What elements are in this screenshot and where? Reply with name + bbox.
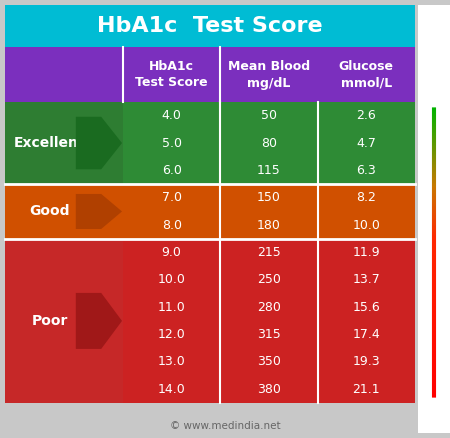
Bar bbox=[318, 293, 415, 321]
Text: 315: 315 bbox=[257, 328, 281, 341]
Text: HbA1c  Test Score: HbA1c Test Score bbox=[97, 16, 323, 36]
Text: 115: 115 bbox=[257, 164, 281, 177]
Bar bbox=[123, 157, 220, 184]
Bar bbox=[318, 321, 415, 348]
Bar bbox=[220, 102, 318, 129]
Text: 4.7: 4.7 bbox=[356, 137, 376, 149]
Text: 10.0: 10.0 bbox=[158, 273, 185, 286]
Text: 6.3: 6.3 bbox=[356, 164, 376, 177]
Text: 280: 280 bbox=[257, 301, 281, 314]
Text: HbA1c
Test Score: HbA1c Test Score bbox=[135, 60, 208, 89]
Bar bbox=[220, 157, 318, 184]
Text: 9.0: 9.0 bbox=[162, 246, 182, 259]
Text: Mean Blood
mg/dL: Mean Blood mg/dL bbox=[228, 60, 310, 89]
Text: 11.9: 11.9 bbox=[352, 246, 380, 259]
Bar bbox=[220, 212, 318, 239]
Text: Excellent: Excellent bbox=[14, 136, 86, 150]
Bar bbox=[418, 5, 450, 433]
Text: 8.2: 8.2 bbox=[356, 191, 376, 204]
Bar bbox=[123, 266, 220, 293]
Text: 2.6: 2.6 bbox=[356, 109, 376, 122]
Bar bbox=[318, 102, 415, 129]
Text: 14.0: 14.0 bbox=[158, 383, 185, 396]
Text: 5.0: 5.0 bbox=[162, 137, 182, 149]
Text: 13.0: 13.0 bbox=[158, 356, 185, 368]
Text: 15.6: 15.6 bbox=[352, 301, 380, 314]
Text: 50: 50 bbox=[261, 109, 277, 122]
Text: 11.0: 11.0 bbox=[158, 301, 185, 314]
Text: 215: 215 bbox=[257, 246, 281, 259]
Polygon shape bbox=[76, 117, 122, 170]
Bar bbox=[318, 184, 415, 212]
Polygon shape bbox=[76, 194, 122, 229]
Bar bbox=[123, 376, 220, 403]
Text: 12.0: 12.0 bbox=[158, 328, 185, 341]
Bar bbox=[220, 266, 318, 293]
Bar bbox=[5, 184, 123, 239]
Bar bbox=[123, 321, 220, 348]
Bar bbox=[318, 212, 415, 239]
Text: Good: Good bbox=[30, 205, 70, 219]
Text: 150: 150 bbox=[257, 191, 281, 204]
Text: 21.1: 21.1 bbox=[352, 383, 380, 396]
Bar bbox=[220, 376, 318, 403]
Bar bbox=[123, 129, 220, 157]
Text: 7.0: 7.0 bbox=[162, 191, 182, 204]
Text: Poor: Poor bbox=[32, 314, 68, 328]
Bar bbox=[220, 348, 318, 376]
Text: Glucose
mmol/L: Glucose mmol/L bbox=[339, 60, 394, 89]
Bar bbox=[5, 47, 415, 102]
Text: 4.0: 4.0 bbox=[162, 109, 182, 122]
Text: 19.3: 19.3 bbox=[352, 356, 380, 368]
Bar bbox=[123, 293, 220, 321]
Text: 10.0: 10.0 bbox=[352, 219, 380, 232]
Bar bbox=[220, 239, 318, 266]
Text: 250: 250 bbox=[257, 273, 281, 286]
Text: 17.4: 17.4 bbox=[352, 328, 380, 341]
Bar bbox=[5, 102, 123, 184]
Text: 8.0: 8.0 bbox=[162, 219, 182, 232]
Text: 350: 350 bbox=[257, 356, 281, 368]
Bar bbox=[123, 102, 220, 129]
Bar bbox=[220, 129, 318, 157]
Bar bbox=[318, 157, 415, 184]
Polygon shape bbox=[76, 293, 122, 349]
Bar bbox=[220, 184, 318, 212]
Text: 6.0: 6.0 bbox=[162, 164, 182, 177]
Bar bbox=[123, 184, 220, 212]
Text: 80: 80 bbox=[261, 137, 277, 149]
Bar bbox=[318, 348, 415, 376]
Bar bbox=[220, 293, 318, 321]
Bar bbox=[123, 348, 220, 376]
Bar bbox=[318, 239, 415, 266]
Bar bbox=[318, 266, 415, 293]
Bar bbox=[123, 212, 220, 239]
Text: 180: 180 bbox=[257, 219, 281, 232]
Bar bbox=[123, 239, 220, 266]
Bar bbox=[5, 239, 123, 403]
Text: 380: 380 bbox=[257, 383, 281, 396]
Bar bbox=[220, 321, 318, 348]
Text: © www.medindia.net: © www.medindia.net bbox=[170, 421, 280, 431]
Bar bbox=[5, 5, 415, 47]
Bar bbox=[318, 129, 415, 157]
Text: 13.7: 13.7 bbox=[352, 273, 380, 286]
Bar bbox=[318, 376, 415, 403]
